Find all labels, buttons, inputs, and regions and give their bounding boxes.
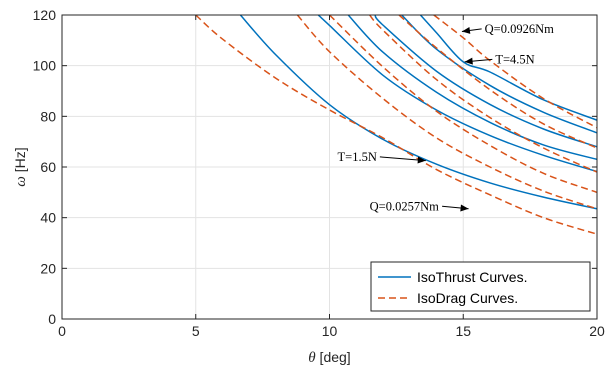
x-tick-label: 0: [58, 323, 66, 339]
x-tick-label: 10: [322, 323, 338, 339]
y-tick-label: 100: [33, 58, 57, 74]
grid: [62, 15, 597, 319]
y-tick-label: 0: [48, 311, 56, 327]
svg-text:ω [Hz]: ω [Hz]: [12, 147, 29, 186]
isothrust-curve: [374, 14, 598, 148]
legend-box: [370, 261, 591, 312]
isodrag-curve: [195, 14, 598, 235]
annotation-arrow-head: [417, 156, 426, 164]
svg-text:θ [deg]: θ [deg]: [308, 349, 350, 366]
isodrag-curve: [433, 14, 598, 129]
isodrag-curve: [296, 14, 598, 210]
x-axis-unit: [deg]: [316, 349, 351, 365]
x-tick-label: 15: [455, 323, 471, 339]
annotation-label: Q=0.0257Nm: [370, 199, 439, 213]
x-axis-label: θ [deg]: [308, 349, 350, 366]
isodrag-curve: [369, 14, 598, 173]
y-axis-symbol: ω: [13, 176, 29, 187]
y-tick-label: 60: [40, 159, 56, 175]
annotation-arrow-head: [460, 204, 469, 212]
isothrust-curve: [347, 14, 598, 161]
annotations: Q=0.0926Nm T=4.5N T=1.5N Q=0.0257Nm: [338, 22, 555, 213]
annotation-label: T=1.5N: [338, 150, 377, 164]
y-tick-label: 80: [40, 108, 56, 124]
y-axis-label: ω [Hz]: [12, 147, 29, 186]
annotation-arrow-head: [464, 57, 473, 65]
x-axis-symbol: θ: [308, 350, 316, 366]
annotation-arrow-head: [461, 26, 471, 34]
x-tick-label: 20: [589, 323, 605, 339]
isothrust-curve: [317, 14, 598, 173]
annotation-label: T=4.5N: [495, 52, 534, 66]
isodrag-curve: [328, 14, 598, 194]
legend-label-thrust: IsoThrust Curves.: [417, 269, 527, 285]
ticks: 0 5 10 15 20 0 20 40 60 80 100 120: [33, 7, 605, 339]
isothrust-curve: [239, 14, 598, 210]
y-axis-unit: [Hz]: [12, 147, 28, 176]
y-tick-label: 20: [40, 260, 56, 276]
y-tick-label: 120: [33, 7, 57, 23]
annotation-label: Q=0.0926Nm: [485, 22, 554, 36]
legend: IsoThrust Curves. IsoDrag Curves.: [370, 261, 591, 312]
series-layer: [195, 14, 598, 235]
y-tick-label: 40: [40, 210, 56, 226]
x-tick-label: 5: [192, 323, 200, 339]
legend-label-drag: IsoDrag Curves.: [417, 290, 518, 306]
isodrag-curve: [398, 14, 598, 149]
